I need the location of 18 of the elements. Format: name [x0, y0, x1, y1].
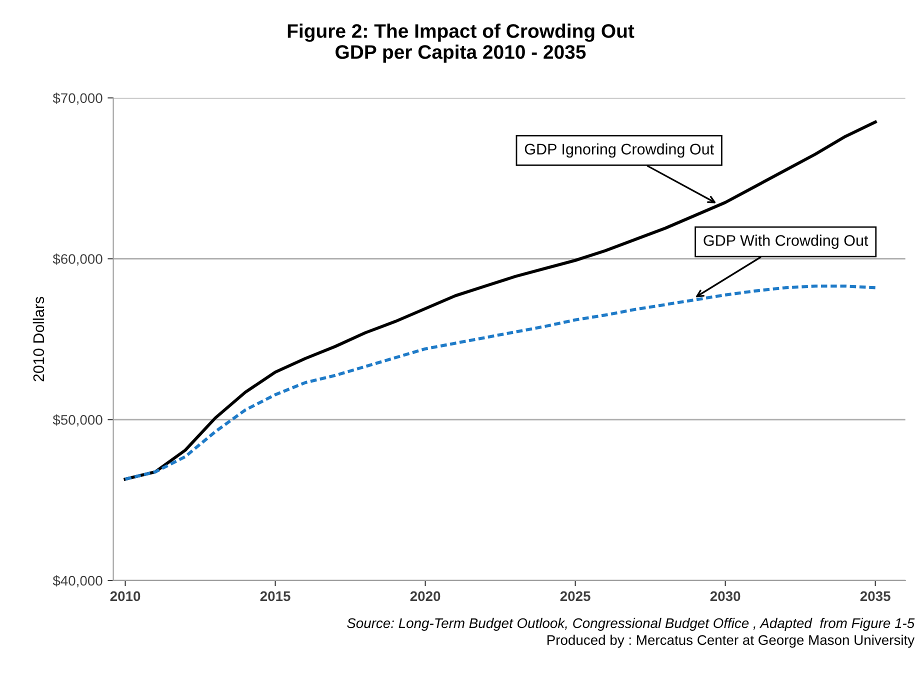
chart-title: Figure 2: The Impact of Crowding Out GDP per Capita 2010 - 2035: [288, 24, 634, 63]
line-series: [124, 284, 877, 481]
x-tick-label: 2035: [860, 591, 890, 602]
text: Produced by : Mercatus Center at George Mason University: [548, 634, 915, 648]
y-tick-label: $40,000: [52, 575, 102, 588]
x-tick-label: 2020: [410, 591, 440, 602]
annotation: GDP Ignoring Crowding Out: [524, 143, 714, 158]
x-tick-label: 2010: [110, 591, 140, 602]
y-tick-label: $60,000: [52, 254, 102, 266]
x-tick-label: 2030: [710, 591, 740, 602]
source-note: Source: Long-Term Budget Outlook, Congressional Budget Office , Adapted from Figure 1-5: [347, 618, 915, 631]
y-tick-label: $70,000: [52, 92, 102, 105]
x-tick-label: 2025: [560, 591, 590, 602]
x-tick-label: 2015: [260, 591, 290, 602]
line-series: [124, 120, 877, 481]
annotation: GDP With Crowding Out: [704, 234, 868, 249]
y-tick-label: $50,000: [52, 414, 102, 426]
y-axis-title: 2010 Dollars: [32, 296, 44, 382]
